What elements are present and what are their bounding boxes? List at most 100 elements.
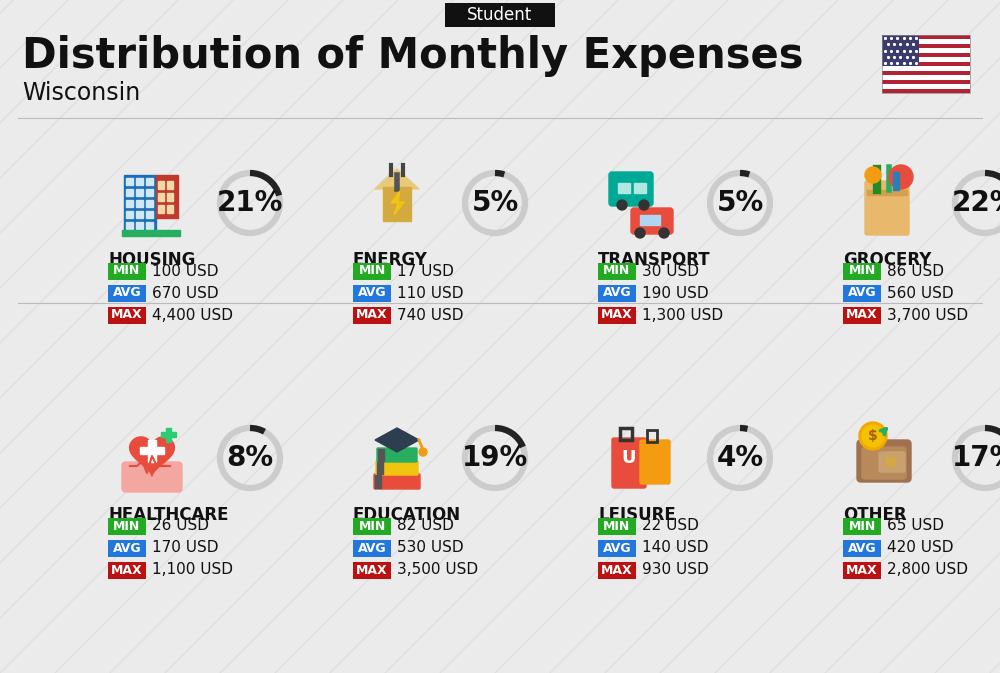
FancyBboxPatch shape <box>857 440 911 482</box>
Text: ENERGY: ENERGY <box>353 251 428 269</box>
Bar <box>148 440 156 462</box>
Bar <box>378 449 384 461</box>
Text: MAX: MAX <box>601 563 633 577</box>
FancyBboxPatch shape <box>862 447 906 479</box>
FancyBboxPatch shape <box>108 285 146 302</box>
Text: MAX: MAX <box>356 563 388 577</box>
FancyBboxPatch shape <box>598 518 636 535</box>
Text: MIN: MIN <box>358 264 386 277</box>
FancyBboxPatch shape <box>865 181 909 235</box>
Bar <box>882 66 970 71</box>
Text: 740 USD: 740 USD <box>397 308 464 322</box>
Text: 4%: 4% <box>716 444 764 472</box>
Text: 2,800 USD: 2,800 USD <box>887 563 968 577</box>
Bar <box>124 175 156 233</box>
Text: 17%: 17% <box>952 444 1000 472</box>
Text: 65 USD: 65 USD <box>887 518 944 534</box>
Bar <box>640 215 660 225</box>
Circle shape <box>635 228 645 238</box>
Bar <box>882 75 970 79</box>
FancyBboxPatch shape <box>445 3 555 27</box>
Text: 82 USD: 82 USD <box>397 518 454 534</box>
Circle shape <box>617 200 627 210</box>
Bar <box>882 35 919 66</box>
Bar <box>126 178 133 185</box>
Polygon shape <box>375 428 419 452</box>
Bar <box>389 432 405 440</box>
FancyBboxPatch shape <box>377 448 417 462</box>
Text: 22%: 22% <box>952 189 1000 217</box>
FancyBboxPatch shape <box>353 518 391 535</box>
Bar <box>882 57 970 62</box>
Bar <box>882 71 970 75</box>
Bar <box>882 84 970 89</box>
Bar <box>136 189 143 196</box>
Bar <box>882 79 970 84</box>
Bar <box>167 181 173 189</box>
Text: 21%: 21% <box>217 189 283 217</box>
Circle shape <box>859 422 887 450</box>
Bar <box>375 475 381 488</box>
Text: 3,500 USD: 3,500 USD <box>397 563 478 577</box>
Bar <box>882 62 970 66</box>
Bar <box>882 35 970 40</box>
FancyBboxPatch shape <box>631 208 673 234</box>
Bar <box>156 175 178 218</box>
Text: AVG: AVG <box>848 287 876 299</box>
Bar <box>882 89 970 93</box>
Bar <box>136 211 143 218</box>
Text: EDUCATION: EDUCATION <box>353 506 461 524</box>
Bar <box>158 193 164 201</box>
Text: 170 USD: 170 USD <box>152 540 218 555</box>
FancyBboxPatch shape <box>843 263 881 280</box>
Text: 5%: 5% <box>716 189 764 217</box>
Text: MIN: MIN <box>603 264 631 277</box>
FancyBboxPatch shape <box>843 562 881 579</box>
FancyBboxPatch shape <box>843 307 881 324</box>
FancyBboxPatch shape <box>353 307 391 324</box>
FancyBboxPatch shape <box>598 285 636 302</box>
Circle shape <box>865 167 881 183</box>
FancyBboxPatch shape <box>108 562 146 579</box>
Bar <box>158 181 164 189</box>
Text: Student: Student <box>467 6 533 24</box>
Text: MAX: MAX <box>356 308 388 322</box>
Text: AVG: AVG <box>113 542 141 555</box>
Circle shape <box>862 425 884 447</box>
Text: AVG: AVG <box>358 542 386 555</box>
Text: 110 USD: 110 USD <box>397 285 464 301</box>
Text: 5%: 5% <box>471 189 519 217</box>
Bar <box>167 193 173 201</box>
Circle shape <box>639 200 649 210</box>
Text: 30 USD: 30 USD <box>642 264 699 279</box>
Bar <box>383 187 411 221</box>
Text: 560 USD: 560 USD <box>887 285 954 301</box>
Text: MAX: MAX <box>601 308 633 322</box>
Text: Wisconsin: Wisconsin <box>22 81 140 105</box>
Text: 22 USD: 22 USD <box>642 518 699 534</box>
Text: 140 USD: 140 USD <box>642 540 708 555</box>
Text: MIN: MIN <box>603 520 631 532</box>
Bar <box>126 200 133 207</box>
Text: MIN: MIN <box>848 520 876 532</box>
Bar <box>882 35 970 93</box>
Text: MIN: MIN <box>848 264 876 277</box>
Text: 190 USD: 190 USD <box>642 285 709 301</box>
Polygon shape <box>130 437 174 476</box>
Polygon shape <box>375 169 419 189</box>
Text: MAX: MAX <box>111 563 143 577</box>
FancyBboxPatch shape <box>598 562 636 579</box>
Bar <box>158 205 164 213</box>
Text: LEISURE: LEISURE <box>598 506 676 524</box>
Bar <box>166 428 171 442</box>
Bar <box>634 183 646 193</box>
Bar <box>882 40 970 44</box>
FancyBboxPatch shape <box>108 518 146 535</box>
Text: MIN: MIN <box>113 520 141 532</box>
Bar <box>146 189 153 196</box>
Bar <box>867 190 907 195</box>
Text: 530 USD: 530 USD <box>397 540 464 555</box>
Text: TRANSPORT: TRANSPORT <box>598 251 711 269</box>
Circle shape <box>886 457 896 467</box>
Circle shape <box>659 228 669 238</box>
